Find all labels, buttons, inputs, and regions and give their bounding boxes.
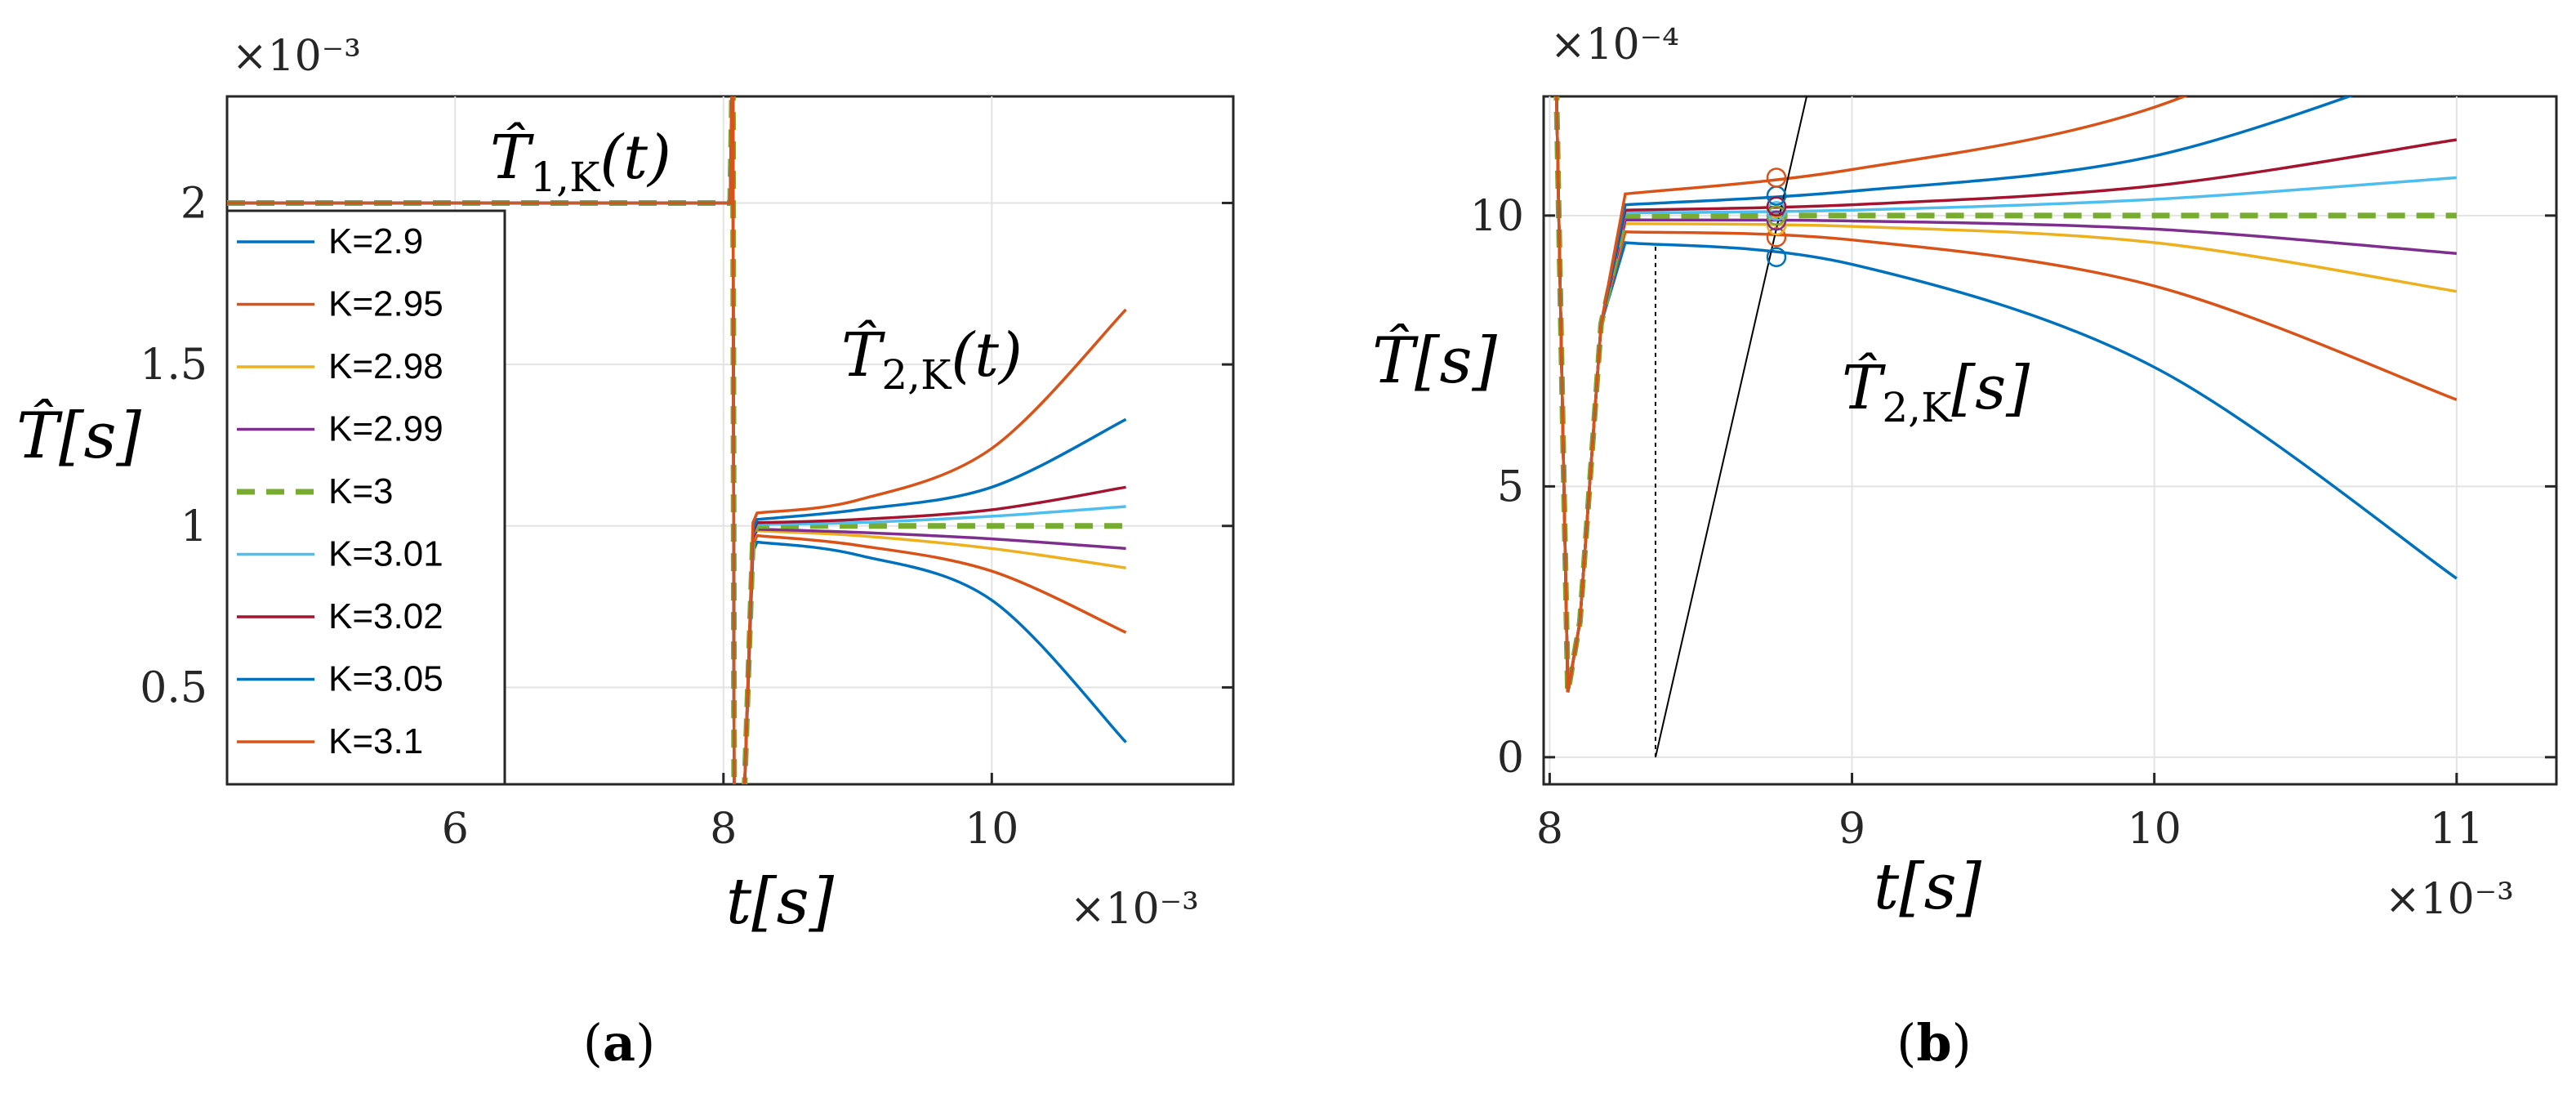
series-line-K-3.02	[227, 96, 1126, 784]
series-line-K-3.05	[227, 96, 1127, 784]
legend-label: K=3.02	[328, 596, 443, 636]
caption-a-letter: a	[603, 1013, 635, 1073]
legend-box	[225, 209, 506, 786]
panel-b: 8 9 10 11 0 5 10 T̂2,K[s] ×10⁻⁴ ×10⁻³ t[s] T̂[…	[1372, 20, 2558, 1073]
series-line-K-2.99	[1555, 96, 2457, 693]
x-multiplier-b: ×10⁻³	[2385, 875, 2514, 924]
ticks-a: 6 8 10 0.5 1 1.5 2	[140, 179, 1233, 854]
annotation-t2k-a: T̂2,K(t)	[841, 319, 1023, 399]
caption-a: (a)	[583, 1013, 656, 1073]
plot-area-b	[1542, 95, 2558, 786]
caption-b: (b)	[1896, 1013, 1972, 1073]
tangent-construction	[1654, 96, 1808, 758]
caption-b-letter: b	[1916, 1013, 1951, 1073]
intersection-marker	[1766, 201, 1787, 221]
series-line-K-2.95	[1555, 96, 2458, 693]
series-line-K-2.9	[227, 96, 1127, 784]
series-line-K-3.1	[227, 96, 1127, 784]
series-line-K-3.01	[227, 96, 1126, 784]
series-line-K-3.05	[1555, 96, 2354, 693]
legend-label: K=3.05	[328, 659, 443, 699]
x-tick-label: 10	[965, 805, 1018, 854]
y-label-a: T̂[s]	[16, 398, 141, 473]
x-tick-label: 10	[2128, 805, 2182, 854]
series-line-K-3.01	[1555, 96, 2457, 693]
y-tick-label: 2	[180, 179, 207, 228]
y-multiplier-b: ×10⁻⁴	[1550, 20, 1679, 69]
series-a	[227, 96, 1127, 784]
series-line-K-2.98	[1555, 96, 2458, 693]
y-tick-label: 0	[1497, 734, 1524, 783]
y-multiplier-a: ×10⁻³	[232, 32, 361, 81]
intersection-marker	[1766, 167, 1787, 188]
x-label-b: t[s]	[1874, 850, 1982, 924]
series-line-K-3.02	[1555, 96, 2458, 693]
y-tick-label: 5	[1497, 462, 1524, 511]
series-line-K-2.95	[227, 96, 1127, 784]
series-line-K-3.1	[1555, 96, 2188, 693]
y-tick-label: 0.5	[140, 663, 207, 712]
series-b	[1553, 96, 2458, 693]
tangent-line	[1654, 96, 1808, 758]
intersection-marker	[1766, 227, 1787, 248]
intersection-marker	[1766, 205, 1787, 226]
intersection-marker	[1766, 247, 1787, 267]
x-tick-label: 8	[710, 805, 737, 854]
x-label-a: t[s]	[726, 865, 835, 939]
legend-a: K=2.9 K=2.95 K=2.98 K=2.99 K=3 K=3.01 K=3.02 K=…	[237, 221, 443, 761]
y-tick-label: 1	[180, 502, 207, 551]
series-line-K-2.99	[227, 96, 1126, 784]
legend-label: K=2.99	[328, 409, 443, 449]
series-line-K-2.9	[1555, 96, 2458, 693]
series-line-K-3	[1553, 96, 2457, 693]
y-label-b: T̂[s]	[1372, 323, 1497, 398]
series-group	[227, 96, 1127, 784]
legend-label: K=2.95	[328, 284, 443, 324]
legend-label: K=2.98	[328, 346, 443, 386]
x-tick-label: 6	[442, 805, 469, 854]
legend-label: K=3.1	[328, 721, 423, 761]
x-tick-label: 11	[2430, 805, 2484, 854]
x-tick-label: 9	[1838, 805, 1865, 854]
y-tick-label: 1.5	[140, 341, 207, 390]
panel-a: 6 8 100.511.52 K=2.9K=2.95K=2.98K=2.99K=3K…	[16, 32, 1235, 1073]
intersection-marker	[1766, 210, 1787, 231]
annotation-t2k-b: T̂2,K[s]	[1842, 352, 2030, 431]
intersection-marker	[1766, 196, 1787, 217]
series-line-K-2.98	[227, 96, 1126, 784]
x-multiplier-a: ×10⁻³	[1070, 885, 1199, 934]
legend-label: K=3.01	[328, 534, 443, 574]
y-tick-label: 10	[1470, 192, 1524, 241]
legend-label: K=2.9	[328, 221, 423, 261]
legend-label: K=3	[328, 471, 394, 511]
series-group	[1553, 96, 2458, 693]
x-tick-label: 8	[1536, 805, 1563, 854]
series-line-K-3	[227, 96, 1126, 784]
ticks-b: 8 9 10 11 0 5 10	[1470, 192, 2556, 854]
